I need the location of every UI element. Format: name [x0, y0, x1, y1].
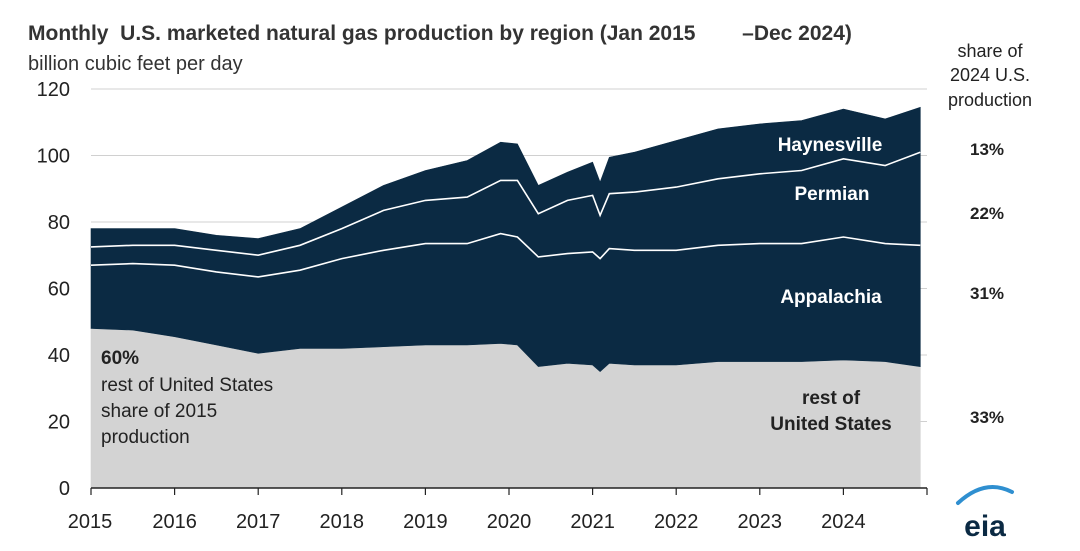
x-tick-label-2024: 2024	[821, 511, 866, 533]
annotation-percent: 60%	[101, 348, 139, 369]
x-tick-labels: 2015 2016 2017 2018 2019 2020 2021 2022 2023 2024	[68, 511, 866, 533]
share-appalachia: 31%	[970, 284, 1004, 303]
y-tick-label-0: 0	[59, 478, 70, 500]
annotation-line-1: rest of United States	[101, 375, 273, 396]
x-tick-label-2022: 2022	[654, 511, 699, 533]
x-tick-label-2023: 2023	[738, 511, 783, 533]
annotation-line-2: share of 2015	[101, 401, 217, 422]
share-haynesville: 13%	[970, 140, 1004, 159]
chart-subtitle: billion cubic feet per day	[28, 53, 243, 75]
y-tick-labels: 0 20 40 60 80 100 120	[37, 79, 70, 500]
area-label-rest-line-2: United States	[770, 414, 891, 435]
y-tick-label-120: 120	[37, 79, 70, 101]
series-divider-lines	[90, 151, 921, 278]
annotation-line-3: production	[101, 427, 190, 448]
area-label-appalachia: Appalachia	[780, 287, 882, 308]
share-heading-line-2: 2024 U.S.	[950, 65, 1030, 85]
x-tick-label-2021: 2021	[570, 511, 615, 533]
share-permian: 22%	[970, 204, 1004, 223]
y-tick-label-20: 20	[48, 412, 70, 434]
y-tick-label-100: 100	[37, 146, 70, 168]
x-tick-label-2018: 2018	[320, 511, 365, 533]
area-label-permian: Permian	[795, 184, 870, 205]
share-rest-of-us: 33%	[970, 408, 1004, 427]
logo-text: eia	[964, 510, 1006, 543]
eia-logo: eia	[956, 484, 1014, 543]
y-tick-label-80: 80	[48, 212, 70, 234]
share-heading-line-3: production	[948, 90, 1032, 110]
x-tick-label-2015: 2015	[68, 511, 113, 533]
x-tick-label-2017: 2017	[236, 511, 281, 533]
x-tick-label-2019: 2019	[403, 511, 448, 533]
share-heading-line-1: share of	[957, 41, 1023, 61]
divider-top-permian	[90, 151, 921, 257]
y-tick-label-60: 60	[48, 279, 70, 301]
area-label-haynesville: Haynesville	[778, 135, 883, 156]
y-tick-label-40: 40	[48, 345, 70, 367]
x-tick-label-2020: 2020	[487, 511, 532, 533]
area-label-rest-line-1: rest of	[802, 388, 861, 409]
x-tick-label-2016: 2016	[152, 511, 197, 533]
logo-arc-icon	[956, 484, 1014, 505]
axes	[90, 487, 928, 495]
chart-title: Monthly U.S. marketed natural gas produc…	[28, 22, 852, 45]
divider-top-appalachia	[90, 232, 921, 278]
